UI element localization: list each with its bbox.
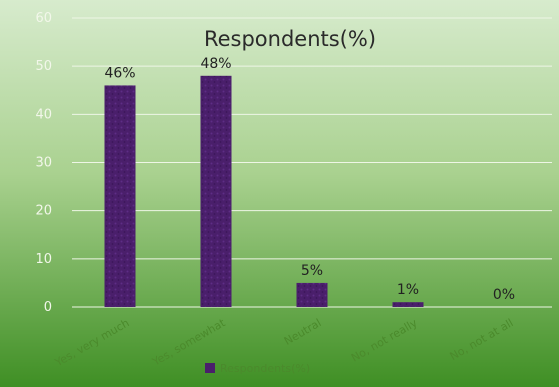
data-label: 46% [104, 65, 135, 81]
y-tick-label: 40 [35, 107, 52, 122]
y-tick-label: 0 [44, 300, 52, 315]
y-axis-ticks: 0 10 20 30 40 50 60 [35, 11, 52, 315]
data-label: 0% [493, 287, 515, 303]
data-label: 1% [397, 282, 419, 298]
legend-swatch [205, 363, 215, 373]
bars [104, 75, 424, 307]
y-tick-label: 50 [35, 59, 52, 74]
legend: Respondents(%) [205, 362, 310, 375]
data-labels: 46% 48% 5% 1% 0% [104, 56, 515, 303]
data-label: 48% [200, 56, 231, 72]
legend-label: Respondents(%) [220, 362, 310, 375]
bar [104, 85, 136, 307]
data-label: 5% [301, 263, 323, 279]
chart-title: Respondents(%) [204, 27, 376, 51]
bar [200, 75, 232, 307]
bar [392, 302, 424, 307]
y-tick-label: 20 [35, 204, 52, 219]
y-tick-label: 10 [35, 252, 52, 267]
y-tick-label: 60 [35, 11, 52, 26]
y-tick-label: 30 [35, 156, 52, 171]
gridlines [72, 17, 552, 308]
bar [296, 282, 328, 307]
